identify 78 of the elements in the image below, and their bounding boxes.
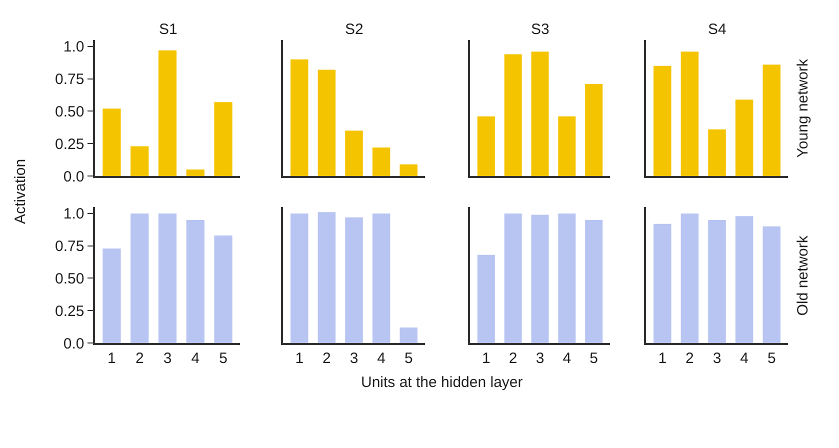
x-tick-label: 5	[219, 350, 228, 367]
bar	[762, 226, 780, 343]
x-tick-label: 2	[322, 350, 331, 367]
x-tick-label: 1	[295, 350, 304, 367]
x-tick-label: 4	[377, 350, 386, 367]
x-tick-label: 1	[658, 350, 667, 367]
bar	[654, 66, 672, 176]
bar	[318, 212, 336, 343]
bar	[477, 116, 495, 176]
bar	[504, 54, 522, 176]
x-axis-title: Units at the hidden layer	[361, 374, 523, 391]
x-tick-label: 3	[712, 350, 722, 367]
y-tick-label: 0.25	[55, 136, 84, 153]
x-tick-label: 2	[686, 350, 694, 367]
bar	[654, 224, 672, 343]
chart-title: S3	[531, 21, 550, 38]
y-tick-label: 0.0	[63, 335, 84, 352]
bar	[186, 220, 204, 343]
bar	[708, 220, 726, 343]
bar	[290, 59, 308, 176]
y-tick-label: 0.50	[55, 270, 84, 288]
bar	[558, 213, 576, 343]
bar	[102, 248, 121, 343]
bar	[504, 213, 522, 343]
bar	[400, 327, 418, 343]
bar	[214, 236, 232, 343]
chart-title: S4	[708, 21, 726, 38]
x-tick-label: 2	[508, 350, 518, 367]
x-tick-label: 3	[536, 350, 544, 367]
bar	[130, 146, 149, 176]
x-tick-label: 4	[562, 350, 572, 367]
bar	[372, 213, 390, 343]
bar	[158, 213, 177, 343]
bar	[130, 213, 149, 343]
x-tick-label: 5	[590, 350, 598, 367]
x-tick-label: 4	[740, 350, 748, 367]
chart-title: S1	[159, 21, 178, 38]
y-tick-label: 1.0	[63, 206, 84, 223]
x-tick-label: 5	[767, 350, 776, 367]
bar	[585, 84, 603, 176]
y-tick-label: 0.0	[63, 168, 84, 186]
x-tick-label: 5	[404, 350, 413, 367]
y2-axis-title: Old network	[794, 235, 812, 316]
y-tick-label: 0.75	[55, 238, 84, 256]
x-tick-label: 2	[135, 350, 144, 367]
bar	[680, 52, 699, 176]
bar	[372, 148, 390, 176]
bar	[708, 129, 726, 176]
bar	[158, 50, 177, 176]
x-tick-label: 1	[108, 350, 116, 367]
y2-axis-title: Young network	[794, 58, 812, 158]
x-tick-label: 3	[163, 350, 172, 367]
bar	[735, 100, 754, 176]
bar	[531, 52, 549, 176]
x-tick-label: 3	[350, 350, 358, 367]
bar	[477, 254, 495, 343]
y-tick-label: 0.50	[55, 103, 84, 120]
bar	[214, 102, 232, 176]
y-tick-label: 0.75	[55, 71, 84, 88]
x-tick-label: 1	[482, 350, 490, 367]
bar	[585, 220, 603, 343]
bar	[735, 216, 754, 343]
bar	[290, 213, 308, 343]
bar	[345, 217, 363, 343]
bar	[531, 214, 549, 343]
bar	[558, 116, 576, 176]
bar	[400, 164, 418, 176]
bar	[102, 108, 121, 176]
bar	[762, 64, 780, 176]
bar	[186, 170, 204, 176]
y-tick-label: 1.0	[63, 38, 84, 56]
bar	[345, 130, 363, 176]
y-tick-label: 0.25	[55, 302, 84, 320]
x-tick-label: 4	[191, 350, 200, 367]
chart-title: S2	[345, 21, 364, 38]
y-axis-title: Activation	[12, 158, 29, 224]
bar	[318, 70, 336, 176]
bar	[680, 213, 699, 343]
